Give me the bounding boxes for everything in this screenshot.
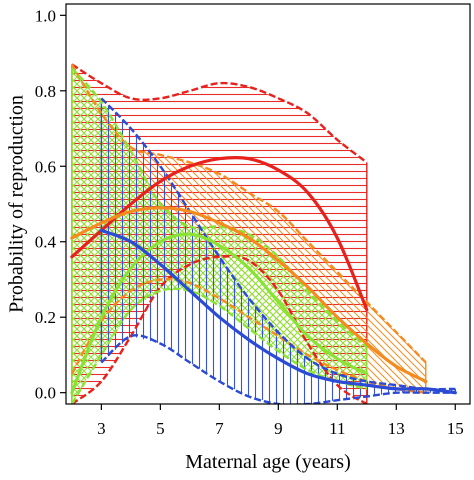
series-4-upper-bound	[100, 97, 456, 391]
x-tick-label: 11	[329, 419, 345, 438]
x-tick-label: 13	[388, 419, 405, 438]
lines-layer	[70, 63, 457, 404]
y-tick-label: 0.6	[35, 157, 56, 176]
bands-layer	[71, 64, 456, 404]
series-1-mean-line	[70, 155, 369, 312]
x-axis-title: Maternal age (years)	[185, 451, 350, 473]
x-axis: 3 5 7 9 11 13 15	[97, 404, 464, 438]
y-tick-label: 0.0	[35, 384, 56, 403]
x-tick-label: 5	[156, 419, 165, 438]
series-1-upper-bound	[71, 63, 368, 164]
x-tick-label: 15	[447, 419, 464, 438]
plot-frame	[65, 3, 471, 405]
series-2-lower-bound	[70, 277, 426, 394]
confidence-band-4	[101, 98, 456, 404]
series-2-upper-bound	[70, 63, 427, 364]
series-2-mean-line	[70, 206, 428, 383]
y-axis: 0.0 0.2 0.4 0.6 0.8 1.0	[35, 6, 66, 403]
series-3-mean-line	[70, 232, 369, 395]
y-axis-title: Probability of reproduction	[6, 95, 28, 313]
y-tick-label: 0.4	[35, 233, 57, 252]
y-tick-label: 0.2	[35, 308, 56, 327]
y-tick-label: 1.0	[35, 6, 56, 25]
confidence-band-2	[71, 64, 426, 393]
series-3-upper-bound	[70, 67, 368, 349]
x-tick-label: 9	[274, 419, 283, 438]
series-1-lower-bound	[71, 255, 368, 404]
series-4-mean-line	[99, 228, 457, 395]
y-tick-label: 0.8	[35, 82, 56, 101]
x-tick-label: 7	[215, 419, 224, 438]
x-tick-label: 3	[97, 419, 106, 438]
series-4-lower-bound	[100, 334, 456, 404]
